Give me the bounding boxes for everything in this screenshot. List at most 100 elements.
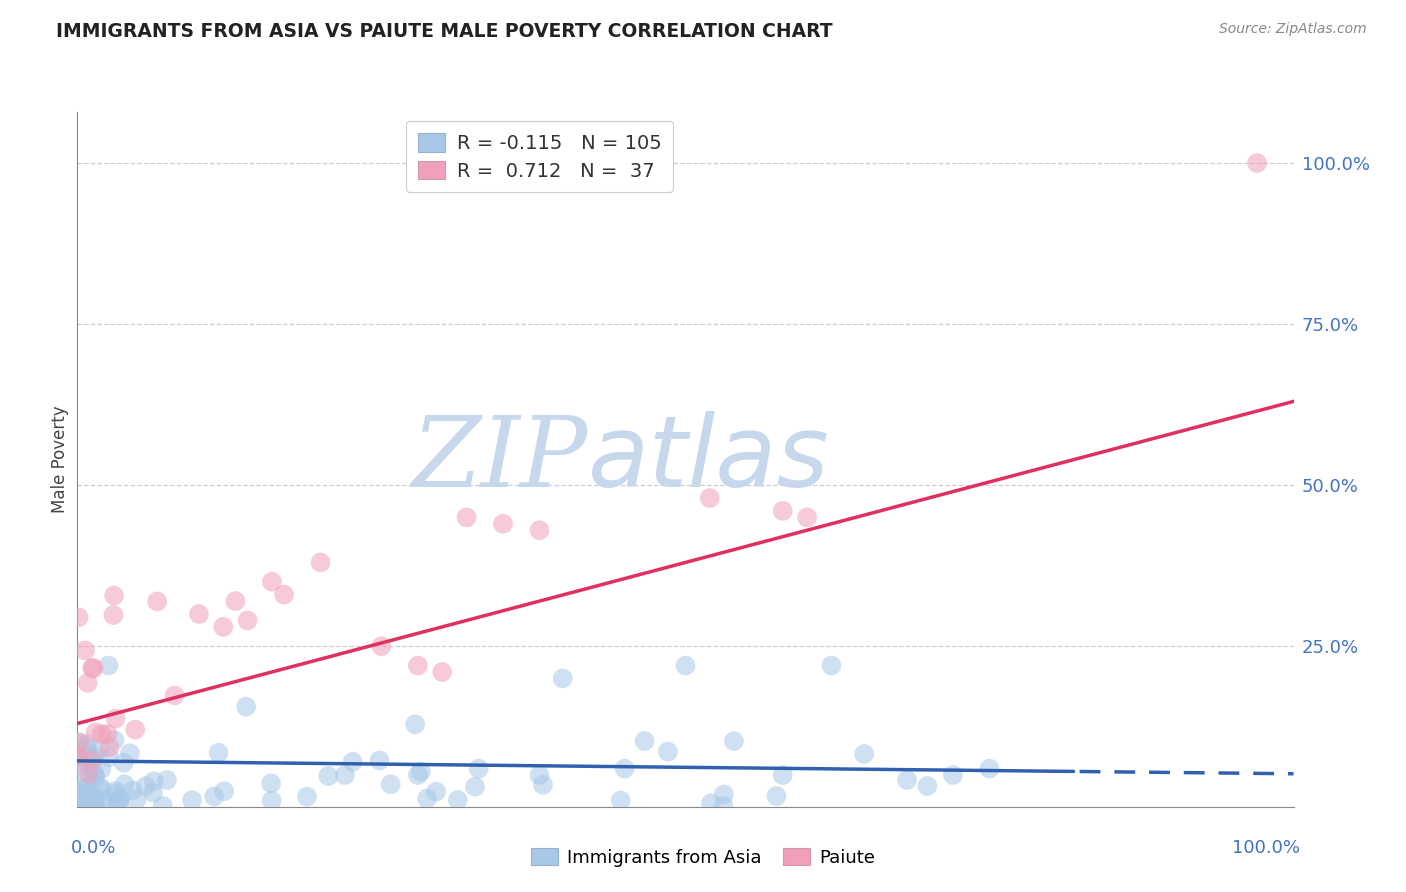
Point xyxy=(657,745,679,759)
Point xyxy=(464,780,486,794)
Point xyxy=(713,788,735,802)
Point xyxy=(90,727,112,741)
Point xyxy=(212,620,235,634)
Y-axis label: Male Poverty: Male Poverty xyxy=(51,406,69,513)
Text: Source: ZipAtlas.com: Source: ZipAtlas.com xyxy=(1219,22,1367,37)
Point xyxy=(77,799,100,814)
Point xyxy=(531,778,554,792)
Point xyxy=(69,755,91,769)
Point xyxy=(896,772,918,787)
Point xyxy=(70,790,93,805)
Point xyxy=(135,779,157,793)
Point xyxy=(69,792,91,806)
Point xyxy=(163,689,186,703)
Point xyxy=(124,723,146,737)
Point xyxy=(75,781,97,796)
Point xyxy=(82,753,104,767)
Point xyxy=(67,789,90,803)
Point xyxy=(699,491,721,505)
Point xyxy=(633,734,655,748)
Point xyxy=(79,767,101,781)
Point xyxy=(108,799,131,814)
Point xyxy=(90,782,112,797)
Point xyxy=(447,793,470,807)
Point xyxy=(1246,156,1268,170)
Point xyxy=(93,799,115,814)
Point xyxy=(430,665,453,679)
Point xyxy=(318,769,340,783)
Point xyxy=(77,755,100,769)
Point xyxy=(700,797,723,811)
Point xyxy=(723,734,745,748)
Point xyxy=(152,799,174,814)
Point xyxy=(236,614,259,628)
Point xyxy=(309,556,332,570)
Point xyxy=(207,746,229,760)
Point xyxy=(83,770,105,784)
Point xyxy=(917,779,939,793)
Point xyxy=(125,792,148,806)
Point xyxy=(97,750,120,764)
Point xyxy=(80,788,103,802)
Point xyxy=(380,777,402,791)
Point xyxy=(342,755,364,769)
Point xyxy=(75,797,97,812)
Point xyxy=(467,762,489,776)
Point xyxy=(70,787,93,801)
Point xyxy=(942,768,965,782)
Point xyxy=(72,797,94,812)
Point xyxy=(77,766,100,780)
Point xyxy=(67,610,90,624)
Point xyxy=(72,781,94,796)
Point xyxy=(79,791,101,805)
Point xyxy=(416,791,439,805)
Point xyxy=(273,588,295,602)
Point xyxy=(75,741,97,756)
Point xyxy=(108,793,131,807)
Point xyxy=(67,780,90,794)
Point xyxy=(492,516,515,531)
Point xyxy=(796,510,818,524)
Point xyxy=(70,788,93,802)
Point xyxy=(87,743,110,757)
Text: atlas: atlas xyxy=(588,411,830,508)
Point xyxy=(772,768,794,782)
Point xyxy=(104,784,127,798)
Point xyxy=(67,785,90,799)
Point xyxy=(96,727,118,741)
Point xyxy=(82,795,104,809)
Point xyxy=(105,794,128,808)
Point xyxy=(67,749,90,764)
Point xyxy=(84,725,107,739)
Point xyxy=(260,776,283,790)
Text: ZIP: ZIP xyxy=(412,412,588,507)
Point xyxy=(80,795,103,809)
Point xyxy=(235,699,257,714)
Point xyxy=(90,762,112,776)
Point xyxy=(84,798,107,813)
Point xyxy=(70,798,93,813)
Point xyxy=(83,765,105,780)
Point xyxy=(853,747,876,761)
Point xyxy=(72,761,94,775)
Point xyxy=(84,792,107,806)
Point xyxy=(765,789,787,803)
Point xyxy=(188,607,211,621)
Point xyxy=(103,607,125,622)
Point xyxy=(104,712,127,726)
Point xyxy=(368,753,391,767)
Point xyxy=(98,740,121,755)
Point xyxy=(103,589,125,603)
Point xyxy=(97,658,120,673)
Point xyxy=(75,643,97,657)
Point xyxy=(67,735,90,749)
Point xyxy=(610,793,633,807)
Point xyxy=(77,747,100,762)
Point xyxy=(114,777,136,791)
Point xyxy=(67,789,90,803)
Point xyxy=(979,762,1001,776)
Point xyxy=(425,785,447,799)
Point xyxy=(118,746,141,760)
Point xyxy=(108,791,131,805)
Point xyxy=(76,737,98,751)
